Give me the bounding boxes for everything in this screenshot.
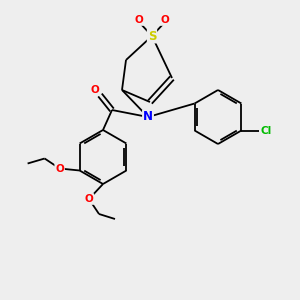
Text: O: O	[160, 15, 169, 25]
Text: O: O	[55, 164, 64, 173]
Text: S: S	[148, 29, 156, 43]
Text: O: O	[135, 15, 143, 25]
Text: N: N	[143, 110, 153, 124]
Text: O: O	[85, 194, 93, 204]
Text: Cl: Cl	[261, 125, 272, 136]
Text: O: O	[91, 85, 99, 95]
